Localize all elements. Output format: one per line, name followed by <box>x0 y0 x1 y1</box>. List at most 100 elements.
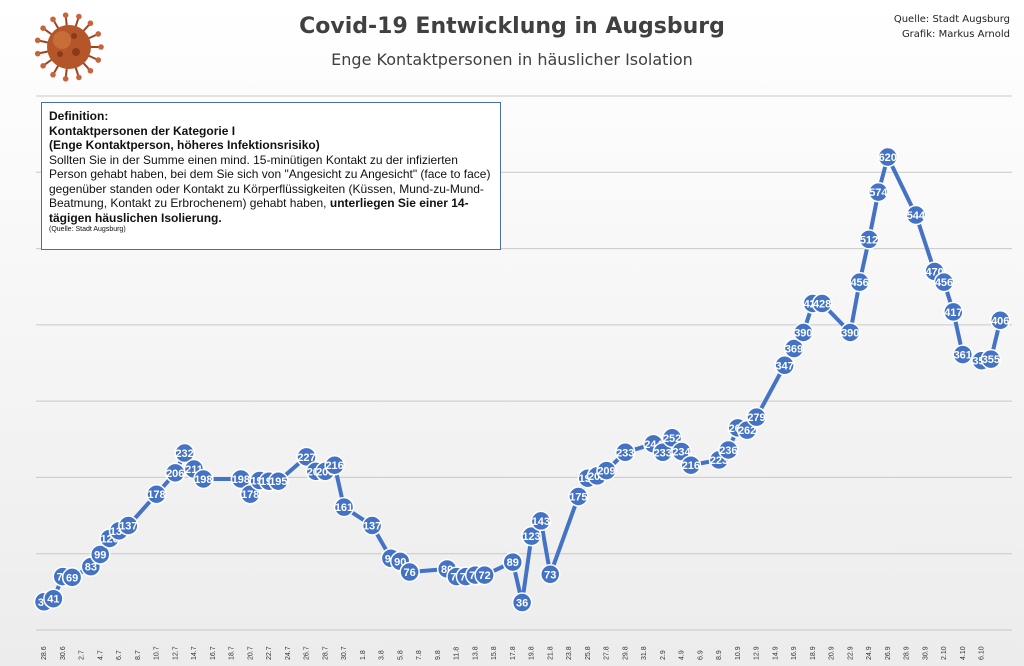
data-label: 137 <box>363 520 381 532</box>
definition-source: (Quelle: Stadt Augsburg) <box>49 226 126 233</box>
x-tick-label: 22.9 <box>847 646 854 660</box>
x-tick-label: 15.8 <box>491 646 498 660</box>
data-point-marker <box>615 442 636 463</box>
data-point-marker <box>296 446 317 468</box>
data-label: 178 <box>147 489 165 501</box>
x-tick-label: 29.8 <box>622 646 629 660</box>
x-tick-label: 11.8 <box>454 647 461 660</box>
data-point-marker <box>268 470 289 492</box>
data-point: 41 <box>43 588 64 609</box>
data-label: 428 <box>813 298 831 310</box>
data-point-marker <box>980 348 1002 370</box>
author-line: Grafik: Markus Arnold <box>901 29 1010 40</box>
data-point: 347 <box>774 355 795 376</box>
data-point-marker <box>905 204 927 226</box>
data-label: 198 <box>194 474 212 486</box>
data-label: 198 <box>232 474 250 486</box>
x-tick-label: 8.9 <box>716 650 723 660</box>
data-label: 76 <box>404 567 416 579</box>
data-label: 262 <box>738 425 756 437</box>
data-point-marker <box>324 454 345 476</box>
data-point-marker <box>990 310 1011 331</box>
data-point-marker <box>718 439 739 461</box>
x-tick-label: 10.9 <box>735 646 742 660</box>
data-point-marker <box>952 344 973 365</box>
data-label: 236 <box>719 445 737 457</box>
data-label: 137 <box>119 520 137 532</box>
data-label: 178 <box>241 489 259 501</box>
x-tick-label: 10.7 <box>154 646 161 660</box>
data-point-marker <box>680 454 702 476</box>
definition-heading: Definition: <box>49 109 109 123</box>
data-point: 216 <box>680 454 702 476</box>
data-point-marker <box>521 525 542 547</box>
x-tick-label: 24.9 <box>866 646 873 660</box>
data-label: 206 <box>166 468 184 480</box>
data-point: 209 <box>596 460 617 481</box>
x-tick-label: 30.7 <box>341 646 348 660</box>
data-point-marker <box>61 567 83 588</box>
data-point-marker <box>474 564 495 586</box>
definition-category-sub: (Enge Kontaktperson, höheres Infektionsr… <box>49 138 320 152</box>
data-label: 175 <box>569 492 587 504</box>
x-tick-label: 27.8 <box>604 646 611 660</box>
data-point: 574 <box>868 181 889 203</box>
data-point-marker <box>793 322 814 343</box>
data-label: 216 <box>325 460 343 472</box>
data-point-marker <box>333 496 355 518</box>
data-label: 369 <box>785 344 803 356</box>
data-label: 574 <box>869 187 888 199</box>
x-tick-label: 14.7 <box>191 646 198 660</box>
data-point-marker <box>193 468 214 490</box>
data-point-marker <box>361 515 383 536</box>
data-point-marker <box>877 146 898 168</box>
x-tick-label: 4.10 <box>960 646 967 660</box>
data-label: 83 <box>85 562 97 574</box>
x-tick-label: 28.9 <box>904 646 911 660</box>
data-point-marker <box>783 338 805 359</box>
data-point: 72 <box>474 564 495 586</box>
x-tick-label: 18.7 <box>229 646 236 660</box>
x-tick-label: 1.8 <box>360 650 367 660</box>
data-label: 361 <box>954 350 972 362</box>
data-label: 512 <box>860 234 878 246</box>
source-credit: Quelle: Stadt Augsburg Grafik: Markus Ar… <box>894 12 1010 42</box>
x-tick-label: 9.8 <box>435 650 442 660</box>
x-tick-label: 12.9 <box>754 646 761 660</box>
data-point-marker <box>90 544 111 565</box>
data-point: 143 <box>530 510 552 532</box>
x-tick-label: 16.7 <box>210 646 217 660</box>
data-point: 123 <box>521 525 542 547</box>
definition-box: Definition: Kontaktpersonen der Kategori… <box>41 102 501 250</box>
data-point: 216 <box>324 454 345 476</box>
data-point: 233 <box>615 442 636 463</box>
x-tick-label: 20.9 <box>829 646 836 660</box>
data-label: 456 <box>850 277 868 289</box>
definition-text: Sollten Sie in der Summe einen mind. 15-… <box>49 152 491 211</box>
data-point: 390 <box>793 322 814 343</box>
x-tick-label: 6.9 <box>697 650 704 660</box>
data-point-marker <box>858 229 880 250</box>
x-tick-label: 17.8 <box>510 646 517 660</box>
data-point: 544 <box>905 204 927 226</box>
data-point: 76 <box>399 561 420 583</box>
data-label: 69 <box>66 572 78 584</box>
data-point: 178 <box>240 483 261 505</box>
data-point: 456 <box>933 271 955 293</box>
data-label: 143 <box>532 516 550 528</box>
x-tick-label: 6.10 <box>979 646 986 660</box>
data-point-marker <box>746 406 767 428</box>
data-point-marker <box>118 515 139 536</box>
data-label: 390 <box>841 327 859 339</box>
definition-body: Sollten Sie in der Summe einen mind. 15-… <box>49 153 493 226</box>
data-point: 89 <box>502 551 523 573</box>
data-label: 233 <box>616 447 634 459</box>
data-label: 73 <box>544 569 556 581</box>
data-point-marker <box>596 460 617 481</box>
data-label: 620 <box>879 152 897 164</box>
x-tick-label: 19.8 <box>529 646 536 660</box>
data-point: 198 <box>230 468 252 490</box>
data-label: 99 <box>94 549 106 561</box>
data-point: 227 <box>296 446 317 468</box>
x-tick-label: 2.7 <box>79 650 86 660</box>
